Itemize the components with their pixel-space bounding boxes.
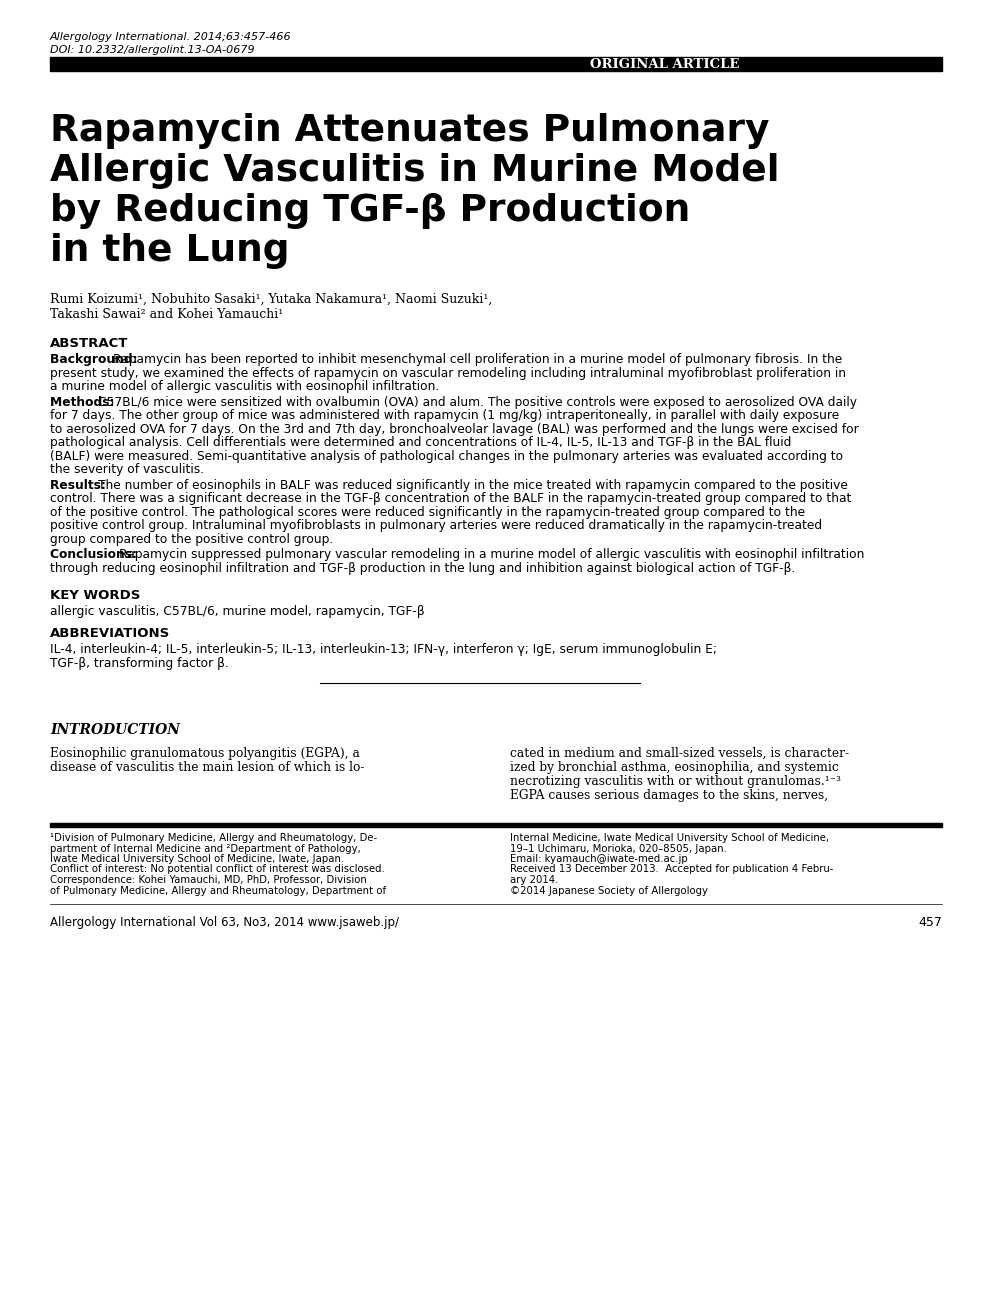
Text: control. There was a significant decrease in the TGF-β concentration of the BALF: control. There was a significant decreas… [50,492,851,505]
Text: Internal Medicine, Iwate Medical University School of Medicine,: Internal Medicine, Iwate Medical Univers… [510,833,829,843]
Text: Background:: Background: [50,353,142,366]
Text: ABSTRACT: ABSTRACT [50,336,128,349]
Text: ¹Division of Pulmonary Medicine, Allergy and Rheumatology, De-: ¹Division of Pulmonary Medicine, Allergy… [50,833,377,843]
Text: the severity of vasculitis.: the severity of vasculitis. [50,462,204,475]
Text: ary 2014.: ary 2014. [510,876,558,885]
Text: IL-4, interleukin-4; IL-5, interleukin-5; IL-13, interleukin-13; IFN-γ, interfer: IL-4, interleukin-4; IL-5, interleukin-5… [50,643,717,656]
Text: to aerosolized OVA for 7 days. On the 3rd and 7th day, bronchoalveolar lavage (B: to aerosolized OVA for 7 days. On the 3r… [50,422,859,435]
Text: EGPA causes serious damages to the skins, nerves,: EGPA causes serious damages to the skins… [510,788,828,801]
Text: ized by bronchial asthma, eosinophilia, and systemic: ized by bronchial asthma, eosinophilia, … [510,761,839,774]
Bar [50,57,942,71]
Text: INTRODUCTION: INTRODUCTION [50,724,180,737]
Text: cated in medium and small-sized vessels, is character-: cated in medium and small-sized vessels,… [510,747,849,760]
Text: ABBREVIATIONS: ABBREVIATIONS [50,627,171,640]
Text: TGF-β, transforming factor β.: TGF-β, transforming factor β. [50,657,229,670]
Text: Rapamycin has been reported to inhibit mesenchymal cell proliferation in a murin: Rapamycin has been reported to inhibit m… [113,353,842,366]
Text: Email: kyamauch@iwate-med.ac.jp: Email: kyamauch@iwate-med.ac.jp [510,853,687,864]
Text: C57BL/6 mice were sensitized with ovalbumin (OVA) and alum. The positive control: C57BL/6 mice were sensitized with ovalbu… [97,395,856,408]
Text: necrotizing vasculitis with or without granulomas.¹⁻³: necrotizing vasculitis with or without g… [510,776,841,788]
Text: for 7 days. The other group of mice was administered with rapamycin (1 mg/kg) in: for 7 days. The other group of mice was … [50,409,839,422]
Text: DOI: 10.2332/allergolint.13-OA-0679: DOI: 10.2332/allergolint.13-OA-0679 [50,45,255,55]
Text: 457: 457 [919,916,942,929]
Text: of the positive control. The pathological scores were reduced significantly in t: of the positive control. The pathologica… [50,505,806,518]
Text: positive control group. Intraluminal myofibroblasts in pulmonary arteries were r: positive control group. Intraluminal myo… [50,520,822,533]
Text: of Pulmonary Medicine, Allergy and Rheumatology, Department of: of Pulmonary Medicine, Allergy and Rheum… [50,886,386,895]
Text: Allergology International Vol 63, No3, 2014 www.jsaweb.jp/: Allergology International Vol 63, No3, 2… [50,916,399,929]
Text: 19–1 Uchimaru, Morioka, 020–8505, Japan.: 19–1 Uchimaru, Morioka, 020–8505, Japan. [510,843,727,853]
Text: a murine model of allergic vasculitis with eosinophil infiltration.: a murine model of allergic vasculitis wi… [50,381,439,394]
Text: ©2014 Japanese Society of Allergology: ©2014 Japanese Society of Allergology [510,886,708,895]
Text: (BALF) were measured. Semi-quantitative analysis of pathological changes in the : (BALF) were measured. Semi-quantitative … [50,449,843,462]
Text: Received 13 December 2013.  Accepted for publication 4 Febru-: Received 13 December 2013. Accepted for … [510,865,833,874]
Text: Methods:: Methods: [50,395,119,408]
Text: through reducing eosinophil infiltration and TGF-β production in the lung and in: through reducing eosinophil infiltration… [50,561,796,574]
Text: ORIGINAL ARTICLE: ORIGINAL ARTICLE [590,58,739,71]
Text: allergic vasculitis, C57BL/6, murine model, rapamycin, TGF-β: allergic vasculitis, C57BL/6, murine mod… [50,605,425,618]
Text: Allergic Vasculitis in Murine Model: Allergic Vasculitis in Murine Model [50,153,780,188]
Text: Rapamycin suppressed pulmonary vascular remodeling in a murine model of allergic: Rapamycin suppressed pulmonary vascular … [119,548,864,561]
Text: in the Lung: in the Lung [50,233,290,269]
Text: group compared to the positive control group.: group compared to the positive control g… [50,533,333,546]
Text: KEY WORDS: KEY WORDS [50,588,141,601]
Text: Iwate Medical University School of Medicine, Iwate, Japan.: Iwate Medical University School of Medic… [50,853,344,864]
Text: Results:: Results: [50,478,110,491]
Text: Rumi Koizumi¹, Nobuhito Sasaki¹, Yutaka Nakamura¹, Naomi Suzuki¹,: Rumi Koizumi¹, Nobuhito Sasaki¹, Yutaka … [50,294,492,307]
Text: present study, we examined the effects of rapamycin on vascular remodeling inclu: present study, we examined the effects o… [50,366,846,379]
Text: Takashi Sawai² and Kohei Yamauchi¹: Takashi Sawai² and Kohei Yamauchi¹ [50,308,284,321]
Text: disease of vasculitis the main lesion of which is lo-: disease of vasculitis the main lesion of… [50,761,364,774]
Text: by Reducing TGF-β Production: by Reducing TGF-β Production [50,194,690,229]
Text: Eosinophilic granulomatous polyangitis (EGPA), a: Eosinophilic granulomatous polyangitis (… [50,747,360,760]
Text: Conflict of interest: No potential conflict of interest was disclosed.: Conflict of interest: No potential confl… [50,865,385,874]
Text: Allergology International. 2014;63:457-466: Allergology International. 2014;63:457-4… [50,32,292,42]
Text: partment of Internal Medicine and ²Department of Pathology,: partment of Internal Medicine and ²Depar… [50,843,361,853]
Text: pathological analysis. Cell differentials were determined and concentrations of : pathological analysis. Cell differential… [50,436,792,449]
Text: The number of eosinophils in BALF was reduced significantly in the mice treated : The number of eosinophils in BALF was re… [97,478,847,491]
Text: Conclusions:: Conclusions: [50,548,141,561]
Text: Rapamycin Attenuates Pulmonary: Rapamycin Attenuates Pulmonary [50,113,770,149]
Text: Correspondence: Kohei Yamauchi, MD, PhD, Professor, Division: Correspondence: Kohei Yamauchi, MD, PhD,… [50,876,367,885]
Bar [50,824,942,827]
